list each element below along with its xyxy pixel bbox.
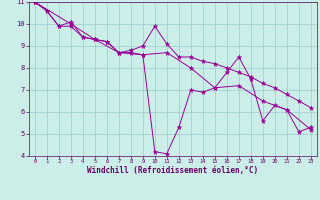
X-axis label: Windchill (Refroidissement éolien,°C): Windchill (Refroidissement éolien,°C): [87, 166, 258, 175]
